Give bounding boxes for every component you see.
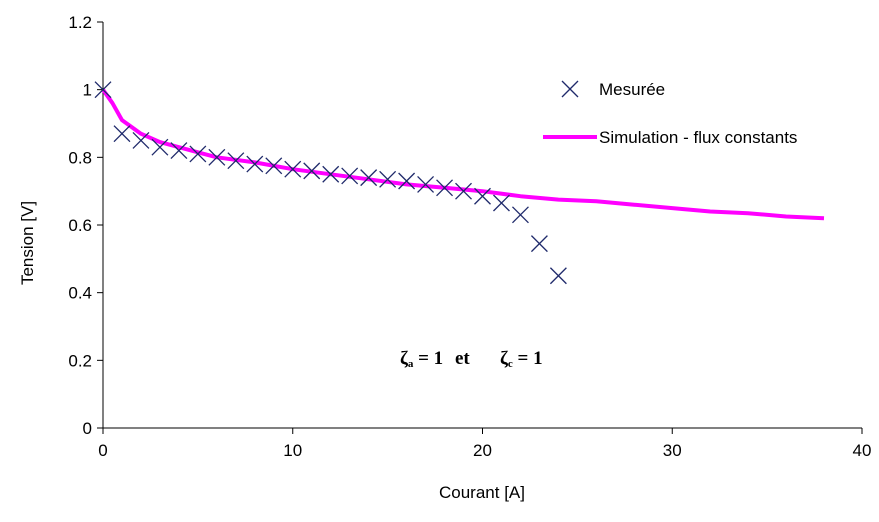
ticks: 0 0.2 0.4 0.6 0.8 1 1.2 0 10 20 30 40 <box>68 13 871 460</box>
annotation-zeta-a: ζ <box>400 348 409 369</box>
y-tick-label: 0.8 <box>68 148 92 167</box>
measured-point <box>511 206 529 224</box>
y-tick-label: 0 <box>83 419 92 438</box>
x-tick-label: 0 <box>98 441 107 460</box>
annotation-value-c: = 1 <box>513 348 543 369</box>
measured-point <box>227 152 245 170</box>
measured-point <box>303 162 321 180</box>
measured-point <box>170 142 188 160</box>
y-axis-title: Tension [V] <box>18 201 37 285</box>
x-axis-title: Courant [A] <box>439 483 525 502</box>
axes <box>102 22 862 429</box>
y-tick-label: 0.4 <box>68 284 92 303</box>
measured-point <box>360 169 378 187</box>
measured-point <box>474 187 491 205</box>
measured-point <box>189 145 207 163</box>
y-tick-label: 1.2 <box>68 13 92 32</box>
simulation-series <box>101 88 825 221</box>
measured-point <box>398 172 416 190</box>
simulation-line <box>101 88 825 221</box>
legend-x-marker <box>561 80 579 98</box>
annotation-value-a: = 1 <box>413 348 443 369</box>
measured-point <box>265 157 283 175</box>
annotation: ζa = 1 et ζc = 1 <box>400 348 543 370</box>
x-tick-label: 10 <box>283 441 302 460</box>
y-tick-label: 0.6 <box>68 216 92 235</box>
measured-point <box>284 160 302 178</box>
measured-point <box>417 175 435 193</box>
measured-point <box>246 155 264 173</box>
legend-label-measured: Mesurée <box>599 80 665 99</box>
measured-point <box>151 138 169 156</box>
measured-point <box>530 235 548 253</box>
measured-point <box>341 167 359 185</box>
annotation-sub-c: c <box>508 358 513 370</box>
measured-point <box>436 179 454 197</box>
y-tick-label: 0.2 <box>68 351 92 370</box>
measured-point <box>322 165 340 183</box>
annotation-zeta-c: ζ <box>500 348 509 369</box>
annotation-sub-a: a <box>408 358 414 370</box>
measured-point <box>379 170 397 188</box>
measured-point <box>132 131 150 149</box>
measured-point <box>94 81 112 99</box>
measured-point <box>113 125 131 143</box>
measured-point <box>208 148 226 166</box>
x-tick-label: 30 <box>663 441 682 460</box>
measured-point <box>455 182 472 200</box>
legend-marker-measured <box>561 80 579 98</box>
measured-series <box>94 81 567 285</box>
measured-point <box>493 194 510 212</box>
x-tick-label: 20 <box>473 441 492 460</box>
legend: Mesurée Simulation - flux constants <box>543 80 797 147</box>
measured-point <box>549 267 567 285</box>
annotation-et: et <box>455 348 470 369</box>
x-tick-label: 40 <box>853 441 872 460</box>
legend-label-simulation: Simulation - flux constants <box>599 128 797 147</box>
y-tick-label: 1 <box>83 81 92 100</box>
